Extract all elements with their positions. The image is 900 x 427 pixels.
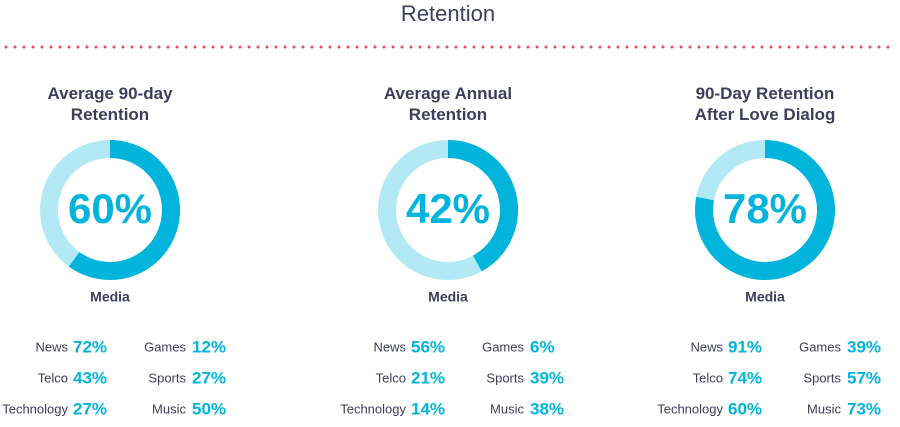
center-value: 60%	[68, 185, 152, 232]
breakdown-value: 56%	[411, 337, 445, 356]
segment-label: Media	[90, 289, 130, 305]
chart-title: 90-Day Retention After Love Dialog	[695, 84, 836, 124]
breakdown-name: News	[35, 339, 68, 354]
breakdown-name: Technology	[657, 401, 723, 416]
segment-label: Media	[745, 289, 785, 305]
breakdown-name: Telco	[376, 370, 406, 385]
breakdown-name: Telco	[693, 370, 723, 385]
breakdown-name: Sports	[486, 370, 524, 385]
breakdown-name: Technology	[2, 401, 68, 416]
breakdown-name: Music	[807, 401, 841, 416]
donut-arc	[68, 140, 180, 280]
breakdown-name: Music	[490, 401, 524, 416]
breakdown-name: News	[373, 339, 406, 354]
breakdown-value: 73%	[847, 399, 881, 418]
breakdown-value: 60%	[728, 399, 762, 418]
breakdown-name: Technology	[340, 401, 406, 416]
breakdown-value: 12%	[192, 337, 226, 356]
chart-title: Average Annual Retention	[384, 84, 512, 124]
breakdown-value: 27%	[192, 368, 226, 387]
breakdown-name: Sports	[148, 370, 186, 385]
breakdown-value: 43%	[73, 368, 107, 387]
segment-label: Media	[428, 289, 468, 305]
breakdown-value: 6%	[530, 337, 555, 356]
breakdown-value: 72%	[73, 337, 107, 356]
page-title: Retention	[401, 1, 495, 26]
breakdown-name: Games	[799, 339, 841, 354]
breakdown-value: 39%	[847, 337, 881, 356]
breakdown-name: Sports	[803, 370, 841, 385]
center-value: 78%	[723, 185, 807, 232]
breakdown-value: 14%	[411, 399, 445, 418]
donut-arc	[695, 140, 835, 280]
breakdown-name: Music	[152, 401, 186, 416]
breakdown-value: 91%	[728, 337, 762, 356]
breakdown-value: 21%	[411, 368, 445, 387]
breakdown-value: 74%	[728, 368, 762, 387]
breakdown-name: Telco	[38, 370, 68, 385]
breakdown-value: 27%	[73, 399, 107, 418]
center-value: 42%	[406, 185, 490, 232]
donut-arc	[447, 140, 518, 272]
chart-title: Average 90-day Retention	[47, 84, 173, 124]
breakdown-value: 57%	[847, 368, 881, 387]
breakdown-name: Games	[482, 339, 524, 354]
breakdown-value: 50%	[192, 399, 226, 418]
breakdown-value: 39%	[530, 368, 564, 387]
breakdown-value: 38%	[530, 399, 564, 418]
breakdown-name: Games	[144, 339, 186, 354]
breakdown-name: News	[690, 339, 723, 354]
